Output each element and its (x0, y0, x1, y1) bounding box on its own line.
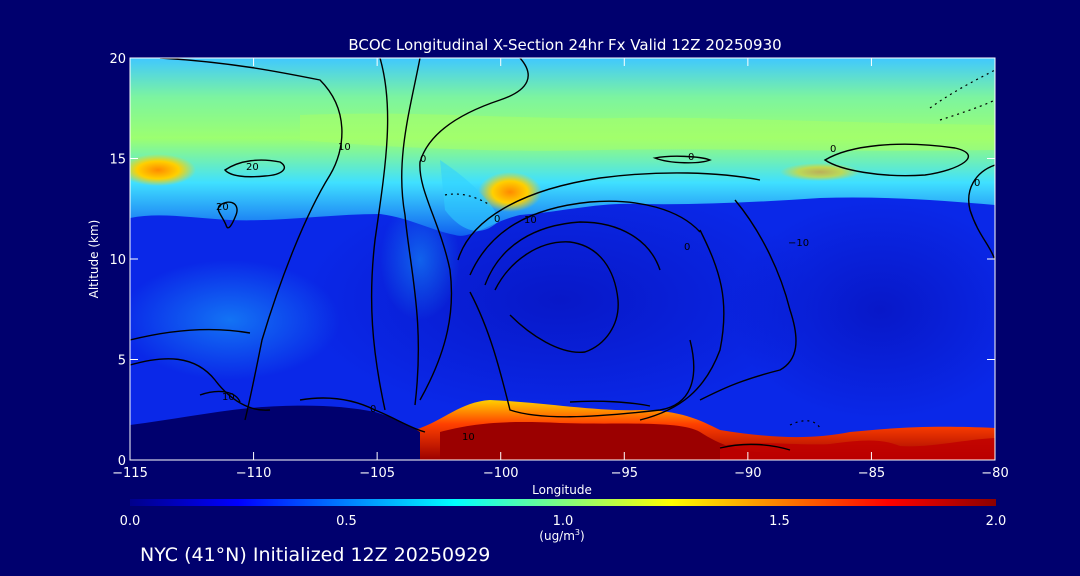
x-tick-label: −115 (112, 466, 148, 481)
colorbar-tick-label: 2.0 (986, 514, 1007, 529)
colorbar-tick-label: 0.0 (120, 514, 141, 529)
contour-label: 10 (462, 432, 475, 443)
contour-label: 0 (494, 214, 500, 225)
colorbar-tick-label: 0.5 (336, 514, 357, 529)
contour-label: 0 (684, 242, 690, 253)
y-tick-label: 20 (109, 52, 126, 67)
contour-label: 0 (420, 154, 426, 165)
colorbar-tick-label: 1.5 (769, 514, 790, 529)
x-tick-label: −105 (359, 466, 395, 481)
contour-label: 10 (338, 142, 351, 153)
initialization-annotation: NYC (41°N) Initialized 12Z 20250929 (140, 544, 490, 566)
contour-label: 0 (830, 144, 836, 155)
y-tick-label: 5 (118, 354, 126, 369)
contour-label: 20 (216, 202, 229, 213)
chart-title: BCOC Longitudinal X-Section 24hr Fx Vali… (348, 36, 781, 54)
contour-label: 0 (688, 152, 694, 163)
y-tick-label: 10 (109, 253, 126, 268)
contour-label: 0 (974, 178, 980, 189)
colorbar-ticks: 0.0 0.5 1.0 1.5 2.0 (120, 514, 1007, 529)
contour-lines (130, 58, 995, 451)
y-tick-label: 0 (118, 454, 126, 469)
x-axis-label: Longitude (532, 483, 592, 497)
contour-label: −10 (788, 238, 809, 249)
x-tick-label: −100 (483, 466, 519, 481)
concentration-field (130, 58, 995, 460)
contour-label: 10 (524, 215, 537, 226)
colorbar-units-superscript: 3 (575, 528, 580, 537)
colorbar-units-label: (ug/m3) (539, 528, 584, 543)
x-tick-label: −90 (734, 466, 761, 481)
x-tick-label: −80 (981, 466, 1008, 481)
colorbar (130, 499, 996, 506)
y-tick-label: 15 (109, 153, 126, 168)
x-tick-label: −85 (858, 466, 885, 481)
x-tick-label: −110 (236, 466, 272, 481)
colorbar-units-close: ) (580, 529, 585, 543)
y-axis-label: Altitude (km) (87, 220, 101, 299)
colorbar-units-text: (ug/m (539, 529, 575, 543)
x-tick-label: −95 (611, 466, 638, 481)
contour-label: 20 (246, 162, 259, 173)
contour-label: 0 (370, 404, 376, 415)
x-axis: −115 −110 −105 −100 −95 −90 −85 −80 (112, 58, 1009, 481)
y-axis: 0 5 10 15 20 (109, 52, 995, 469)
colorbar-tick-label: 1.0 (553, 514, 574, 529)
terrain-mask (130, 405, 420, 460)
contour-label: 10 (222, 392, 235, 403)
contour-label-group: 10 20 20 0 0 10 0 −10 10 0 10 0 0 0 (216, 142, 980, 443)
